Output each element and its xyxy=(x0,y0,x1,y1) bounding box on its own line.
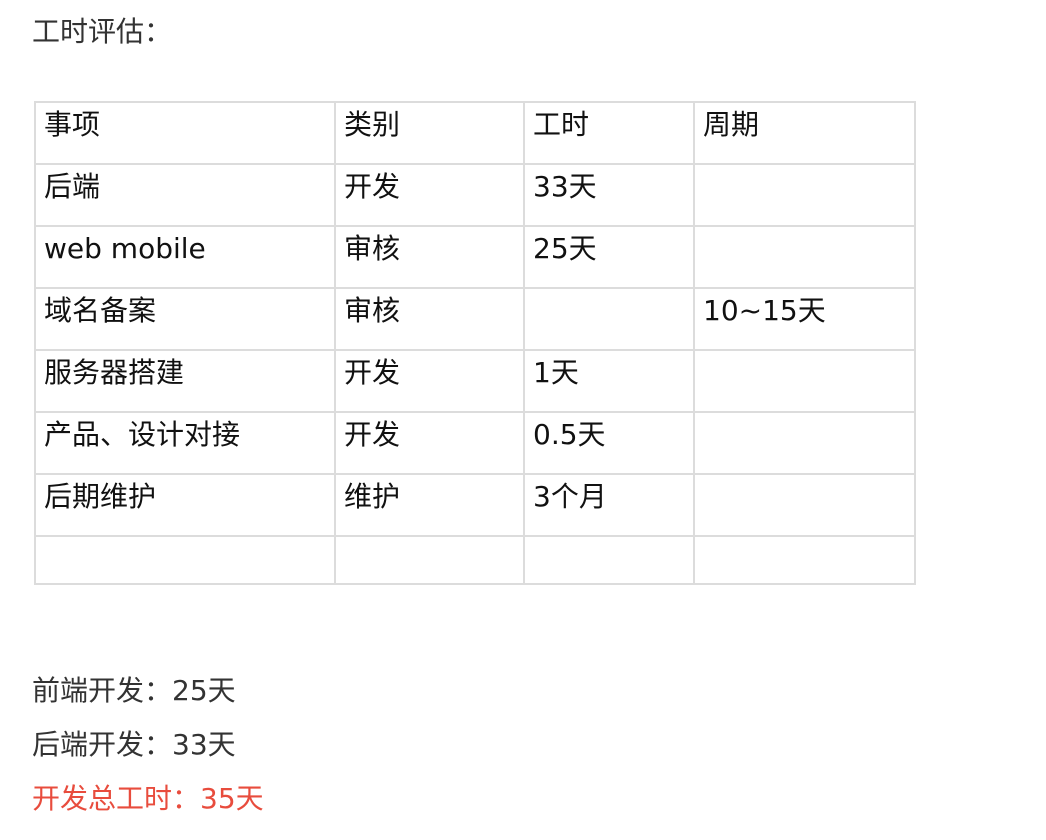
table-row: 后端 开发 33天 xyxy=(34,163,916,227)
table-cell[interactable]: 10~15天 xyxy=(693,287,916,351)
table-row: 服务器搭建 开发 1天 xyxy=(34,349,916,413)
table-header-cell[interactable]: 工时 xyxy=(523,101,695,165)
page-heading: 工时评估： xyxy=(32,15,173,48)
table-cell[interactable]: 服务器搭建 xyxy=(34,349,336,413)
summary-backend: 后端开发：33天 xyxy=(32,728,236,761)
table-row-empty xyxy=(34,535,916,585)
table-header-cell[interactable]: 事项 xyxy=(34,101,336,165)
table-row: 域名备案 审核 10~15天 xyxy=(34,287,916,351)
table-cell[interactable]: 开发 xyxy=(334,411,525,475)
table-cell[interactable]: 开发 xyxy=(334,349,525,413)
table-cell[interactable]: 后端 xyxy=(34,163,336,227)
table-cell[interactable] xyxy=(334,535,525,585)
table-cell[interactable] xyxy=(34,535,336,585)
estimate-table: 事项 类别 工时 周期 后端 开发 33天 web mobile 审核 25天 … xyxy=(34,101,916,585)
table-header-row: 事项 类别 工时 周期 xyxy=(34,101,916,165)
table-cell[interactable]: 审核 xyxy=(334,287,525,351)
table-header-cell[interactable]: 类别 xyxy=(334,101,525,165)
table-cell[interactable]: 0.5天 xyxy=(523,411,695,475)
table-cell[interactable] xyxy=(693,349,916,413)
table-cell[interactable]: 维护 xyxy=(334,473,525,537)
table-cell[interactable] xyxy=(693,225,916,289)
table-header-cell[interactable]: 周期 xyxy=(693,101,916,165)
table-cell[interactable]: 25天 xyxy=(523,225,695,289)
table-cell[interactable]: 域名备案 xyxy=(34,287,336,351)
table-cell[interactable] xyxy=(693,535,916,585)
table-cell[interactable]: web mobile xyxy=(34,225,336,289)
table-cell[interactable]: 审核 xyxy=(334,225,525,289)
summary-total: 开发总工时：35天 xyxy=(32,782,264,815)
summary-block: 前端开发：25天 后端开发：33天 开发总工时：35天 xyxy=(32,664,264,826)
table-row: 产品、设计对接 开发 0.5天 xyxy=(34,411,916,475)
table-row: web mobile 审核 25天 xyxy=(34,225,916,289)
table-cell[interactable] xyxy=(693,411,916,475)
table-cell[interactable]: 3个月 xyxy=(523,473,695,537)
table-cell[interactable] xyxy=(523,535,695,585)
table-cell[interactable] xyxy=(523,287,695,351)
table-cell[interactable]: 33天 xyxy=(523,163,695,227)
table-cell[interactable] xyxy=(693,163,916,227)
table-row: 后期维护 维护 3个月 xyxy=(34,473,916,537)
table-cell[interactable]: 1天 xyxy=(523,349,695,413)
table-cell[interactable]: 开发 xyxy=(334,163,525,227)
table-cell[interactable]: 后期维护 xyxy=(34,473,336,537)
table-cell[interactable]: 产品、设计对接 xyxy=(34,411,336,475)
table-cell[interactable] xyxy=(693,473,916,537)
summary-frontend: 前端开发：25天 xyxy=(32,674,236,707)
